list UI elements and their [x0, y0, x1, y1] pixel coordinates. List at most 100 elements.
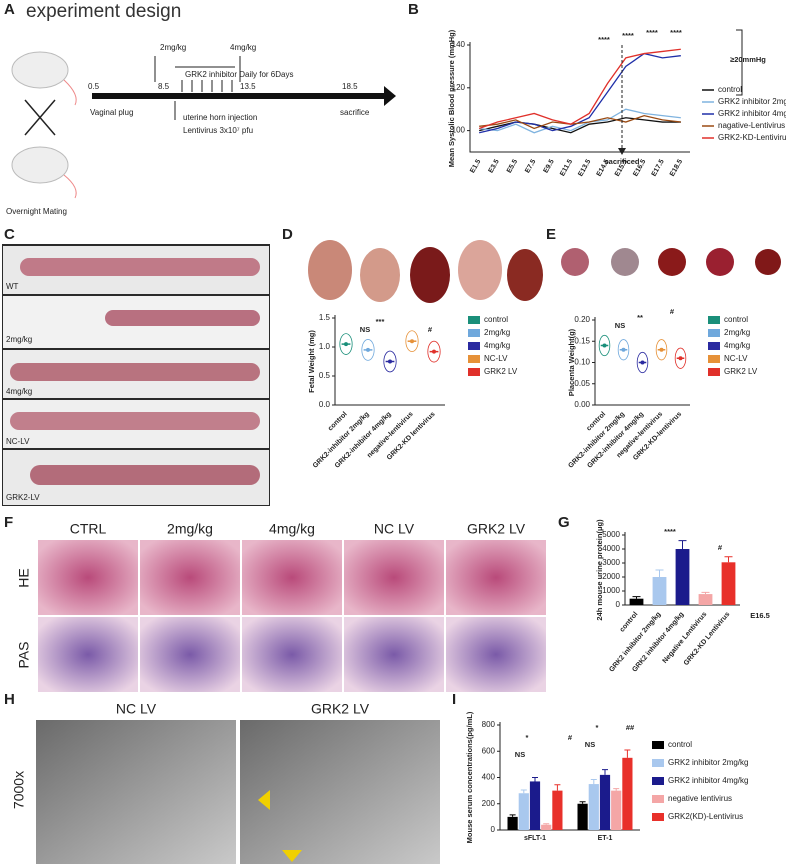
- bar: [629, 598, 644, 605]
- annotation: **: [637, 313, 643, 322]
- legend-swatch: [708, 355, 720, 363]
- bracket: [736, 29, 743, 96]
- x-tick-label: E5.5: [506, 158, 519, 174]
- y-tick-label: 1.0: [319, 342, 331, 351]
- violin: [361, 339, 375, 361]
- violin: [617, 339, 630, 361]
- legend-label: GRK2(KD)-Lentivirus: [668, 812, 743, 821]
- legend-label: GRK2 LV: [724, 367, 758, 376]
- legend-label: control: [724, 315, 748, 324]
- point: [659, 347, 664, 352]
- legend-swatch: [652, 759, 664, 767]
- error-bar: [520, 789, 527, 794]
- legend-swatch: [652, 813, 664, 821]
- event-label: Lentivirus 3x10⁷ pfu: [183, 126, 253, 135]
- bar: [552, 790, 563, 830]
- legend-swatch: [708, 316, 720, 324]
- error-bar: [724, 556, 733, 563]
- panel-letter: C: [4, 226, 15, 243]
- legend-label: negative lentivirus: [668, 794, 732, 803]
- error-bar: [532, 777, 538, 782]
- legend-label: GRK2 LV: [484, 367, 518, 376]
- y-tick-label: 3000: [602, 558, 620, 567]
- legend-swatch: [468, 342, 480, 350]
- bar: [652, 577, 667, 605]
- arrow-head: [618, 148, 626, 155]
- row-label: 4mg/kg: [6, 387, 32, 396]
- row-label: PAS: [16, 642, 32, 669]
- y-tick-label: 0.20: [574, 315, 590, 324]
- series-line: [479, 108, 681, 134]
- legend-label: GRK2 inhibitor 4mg/kg: [718, 109, 786, 118]
- legend-label: nagative-Lentivirus: [718, 121, 785, 130]
- legend-label: 2mg/kg: [484, 328, 510, 337]
- day-label: 0.5: [88, 82, 100, 91]
- legend-label: GRK2 inhibitor 2mg/kg: [668, 758, 748, 767]
- annotation: ##: [626, 723, 635, 732]
- violin: [636, 351, 649, 374]
- point: [602, 343, 607, 348]
- x-tick-label: E18.5: [669, 158, 684, 177]
- bar: [721, 562, 736, 605]
- annotation: ****: [598, 35, 610, 44]
- bar: [541, 824, 552, 830]
- x-tick-label: sFLT-1: [524, 835, 546, 842]
- annotation: ****: [646, 28, 658, 37]
- event-label: sacrifice: [340, 108, 370, 117]
- x-tick-label: E13.5: [577, 158, 592, 177]
- legend-label: NC-LV: [484, 354, 508, 363]
- y-axis-label: Mouse serum concentrations(pg/mL): [465, 711, 474, 843]
- legend-swatch: [708, 342, 720, 350]
- error-bar: [602, 769, 608, 775]
- y-tick-label: 0.10: [574, 358, 590, 367]
- x-tick-label: E11.5: [559, 158, 574, 177]
- error-bar: [613, 788, 620, 791]
- column-label: GRK2 LV: [467, 521, 526, 537]
- bar: [529, 781, 541, 830]
- series-line: [479, 117, 681, 134]
- y-tick-label: 4000: [602, 544, 620, 553]
- em-images: [36, 720, 440, 864]
- series-line: [478, 48, 681, 130]
- fetus-photos: [308, 240, 543, 303]
- y-tick-label: 0: [616, 600, 621, 609]
- point: [388, 359, 392, 364]
- annotation: *: [596, 723, 599, 732]
- y-tick-label: 100: [452, 126, 466, 135]
- annotation: NS: [515, 750, 525, 759]
- legend-label: 4mg/kg: [724, 341, 750, 350]
- point: [678, 356, 683, 361]
- y-tick-label: 0.5: [319, 371, 331, 380]
- error-bar: [543, 823, 550, 825]
- dose-label: 4mg/kg: [230, 43, 256, 52]
- column-label: 4mg/kg: [269, 521, 315, 537]
- legend-swatch: [468, 355, 480, 363]
- error-bar: [554, 784, 561, 791]
- error-bar: [678, 540, 687, 549]
- day-label: 13.5: [240, 82, 256, 91]
- histology-images: [38, 540, 546, 692]
- legend-label: GRK2 inhibitor 4mg/kg: [668, 776, 748, 785]
- error-bar: [579, 801, 586, 804]
- legend-label: control: [718, 85, 742, 94]
- annotation: #: [428, 325, 433, 334]
- legend-swatch: [468, 316, 480, 324]
- panel-letter: E: [546, 226, 556, 243]
- error-bar: [655, 569, 664, 577]
- row-label: WT: [6, 282, 19, 291]
- bar: [588, 784, 599, 830]
- event-label: uterine horn injection: [183, 113, 257, 122]
- panel-letter: I: [452, 691, 456, 708]
- y-tick-label: 200: [482, 799, 496, 808]
- annotation: #: [568, 733, 573, 742]
- legend-swatch: [468, 368, 480, 376]
- column-label: NC LV: [374, 521, 415, 537]
- dose-label: 2mg/kg: [160, 43, 186, 52]
- violin: [674, 347, 687, 369]
- y-tick-label: 0.15: [574, 336, 590, 345]
- column-label: 2mg/kg: [167, 521, 213, 537]
- y-tick-label: 600: [482, 746, 496, 755]
- annotation: *: [526, 733, 529, 742]
- legend-swatch: [652, 795, 664, 803]
- magnification: 7000x: [11, 771, 27, 809]
